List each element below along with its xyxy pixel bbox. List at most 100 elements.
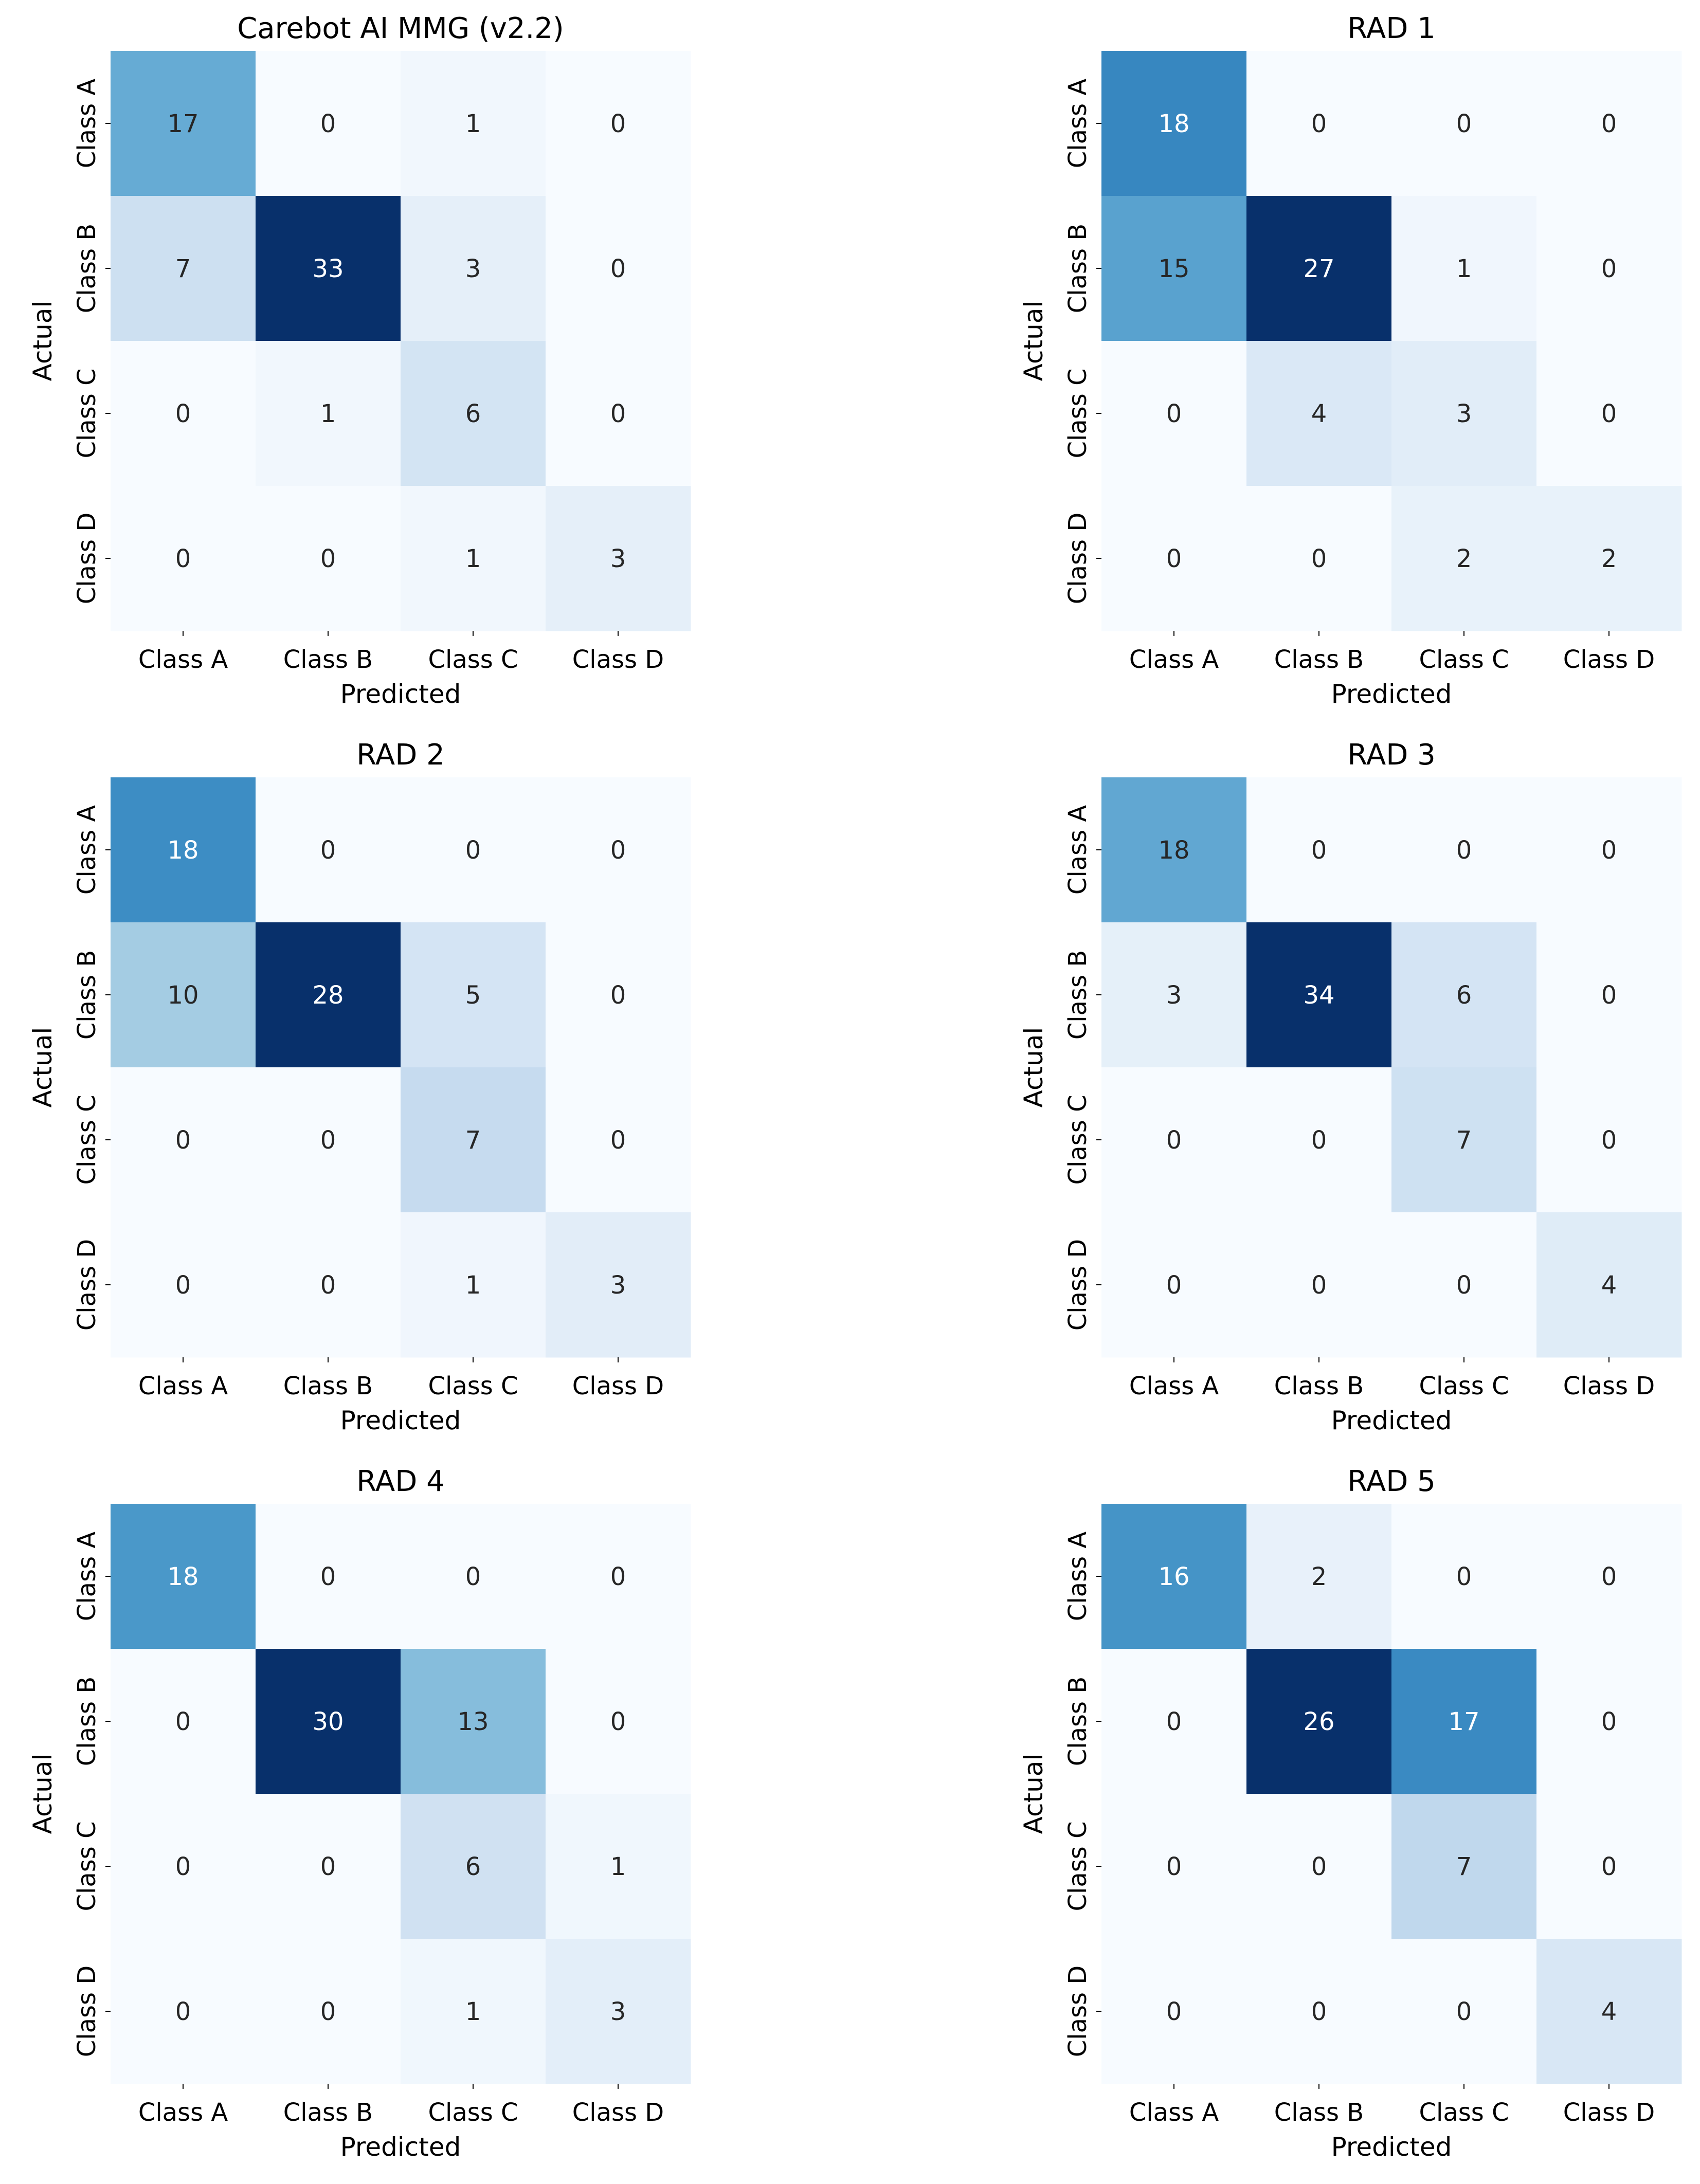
y-tick-label: Class D bbox=[73, 1239, 101, 1331]
cell-value-label: 4 bbox=[1311, 399, 1327, 428]
heatmap-cell bbox=[1101, 1939, 1247, 2084]
cell-value-label: 0 bbox=[1601, 1707, 1617, 1736]
cell-value-label: 0 bbox=[610, 1707, 626, 1736]
heatmap-cell bbox=[256, 51, 401, 196]
heatmap-cell bbox=[1246, 777, 1392, 923]
cell-value-label: 18 bbox=[1158, 836, 1189, 865]
cell-value-label: 5 bbox=[465, 981, 481, 1010]
cell-value-label: 16 bbox=[1158, 1562, 1189, 1591]
cell-value-label: 7 bbox=[465, 1126, 481, 1155]
cell-value-label: 6 bbox=[465, 399, 481, 428]
cell-value-label: 33 bbox=[312, 254, 343, 283]
x-tick-label: Class D bbox=[572, 2098, 664, 2127]
cell-value-label: 0 bbox=[1456, 1997, 1472, 2026]
heatmap-cell bbox=[401, 1212, 546, 1358]
cell-value-label: 27 bbox=[1303, 254, 1334, 283]
heatmap-cell bbox=[1536, 341, 1682, 486]
cell-value-label: 1 bbox=[465, 110, 481, 138]
cell-value-label: 1 bbox=[465, 1997, 481, 2026]
heatmap-cell bbox=[256, 196, 401, 341]
cell-value-label: 3 bbox=[465, 254, 481, 283]
heatmap-cell bbox=[546, 1504, 691, 1649]
heatmap-cell bbox=[401, 341, 546, 486]
chart-title: Carebot AI MMG (v2.2) bbox=[237, 12, 564, 45]
cell-value-label: 0 bbox=[175, 544, 191, 573]
heatmap-cell bbox=[1246, 1649, 1392, 1794]
heatmap-cell bbox=[401, 777, 546, 923]
heatmap-cell bbox=[1536, 486, 1682, 631]
cell-value-label: 2 bbox=[1311, 1562, 1327, 1591]
cell-value-label: 0 bbox=[1311, 1852, 1327, 1881]
y-tick-label: Class C bbox=[1063, 368, 1092, 458]
y-tick-label: Class D bbox=[1063, 1239, 1092, 1331]
heatmap-cell bbox=[111, 1067, 256, 1213]
x-tick-label: Class C bbox=[1419, 645, 1509, 674]
y-tick-label: Class B bbox=[1063, 224, 1092, 313]
y-tick-label: Class C bbox=[73, 1821, 101, 1911]
cell-value-label: 0 bbox=[320, 1997, 336, 2026]
heatmap-cell bbox=[111, 1649, 256, 1794]
heatmap-cell bbox=[111, 51, 256, 196]
x-tick-label: Class A bbox=[1129, 645, 1219, 674]
cell-value-label: 0 bbox=[1311, 544, 1327, 573]
heatmap-cell bbox=[1101, 777, 1247, 923]
cell-value-label: 0 bbox=[610, 981, 626, 1010]
heatmap-cell bbox=[111, 1212, 256, 1358]
chart-title: RAD 4 bbox=[356, 1465, 445, 1498]
heatmap-cell bbox=[111, 1504, 256, 1649]
cell-value-label: 1 bbox=[610, 1852, 626, 1881]
cell-value-label: 0 bbox=[1601, 254, 1617, 283]
heatmap-panel-6: RAD 5 16 2 0 0 0 26 17 0 0 0 7 0 0 0 0 4 Class A Class B Cl… bbox=[1019, 1465, 1682, 2162]
y-tick-label: Class A bbox=[1063, 79, 1092, 169]
heatmap-cell bbox=[1101, 1504, 1247, 1649]
cell-value-label: 18 bbox=[167, 1562, 198, 1591]
cell-value-label: 1 bbox=[1456, 254, 1472, 283]
cell-value-label: 18 bbox=[1158, 110, 1189, 138]
y-tick-label: Class B bbox=[73, 950, 101, 1040]
heatmap-cell bbox=[1391, 777, 1537, 923]
cell-value-label: 0 bbox=[1601, 836, 1617, 865]
heatmap-cell bbox=[401, 1939, 546, 2084]
x-tick-label: Class D bbox=[1563, 1372, 1655, 1400]
heatmap-cell bbox=[1391, 1212, 1537, 1358]
heatmap-cell bbox=[1246, 922, 1392, 1068]
x-tick-label: Class D bbox=[1563, 645, 1655, 674]
heatmap-cell bbox=[1391, 1939, 1537, 2084]
x-tick-label: Class A bbox=[138, 1372, 228, 1400]
chart-title: RAD 2 bbox=[356, 738, 445, 772]
heatmap-cell bbox=[401, 1504, 546, 1649]
heatmap-cell bbox=[546, 196, 691, 341]
cell-value-label: 0 bbox=[175, 1271, 191, 1300]
y-tick-label: Class C bbox=[73, 1095, 101, 1185]
cell-value-label: 4 bbox=[1601, 1271, 1617, 1300]
y-tick-label: Class A bbox=[73, 1532, 101, 1622]
cell-value-label: 0 bbox=[175, 1852, 191, 1881]
heatmap-cell bbox=[1536, 1939, 1682, 2084]
cell-value-label: 18 bbox=[167, 836, 198, 865]
y-tick-label: Class C bbox=[1063, 1821, 1092, 1911]
cell-value-label: 15 bbox=[1158, 254, 1189, 283]
heatmap-cell bbox=[546, 341, 691, 486]
heatmap-cell bbox=[1391, 486, 1537, 631]
heatmap-cell bbox=[401, 196, 546, 341]
heatmap-cell bbox=[1536, 1504, 1682, 1649]
x-tick-label: Class A bbox=[1129, 1372, 1219, 1400]
heatmap-cell bbox=[1536, 1794, 1682, 1939]
heatmap-cell bbox=[1246, 196, 1392, 341]
heatmap-cell bbox=[1101, 1794, 1247, 1939]
heatmap-cell bbox=[401, 1649, 546, 1794]
cell-value-label: 0 bbox=[1456, 1271, 1472, 1300]
x-axis-label: Predicted bbox=[340, 1406, 461, 1435]
y-axis-label: Actual bbox=[1019, 301, 1048, 381]
x-tick-label: Class D bbox=[1563, 2098, 1655, 2127]
x-axis-label: Predicted bbox=[1331, 1406, 1452, 1435]
heatmap-cell bbox=[1101, 51, 1247, 196]
heatmap-cell bbox=[1101, 1649, 1247, 1794]
y-axis-label: Actual bbox=[28, 1754, 58, 1834]
cell-value-label: 2 bbox=[1601, 544, 1617, 573]
cell-value-label: 30 bbox=[312, 1707, 343, 1736]
heatmap-cell bbox=[546, 777, 691, 923]
heatmap-cell bbox=[1391, 1794, 1537, 1939]
x-tick-label: Class C bbox=[1419, 1372, 1509, 1400]
heatmap-cell bbox=[1536, 51, 1682, 196]
